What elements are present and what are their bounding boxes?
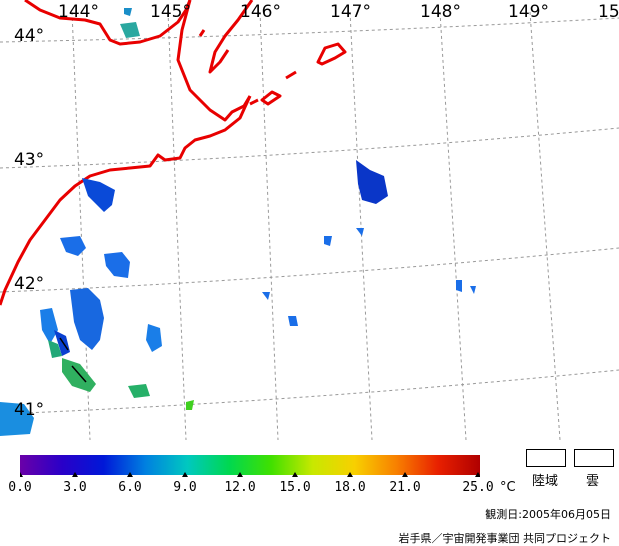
colorbar-tick-mark (20, 472, 23, 477)
sst-patch (356, 160, 388, 204)
sst-patch (186, 400, 194, 410)
lon-label-148: 148° (420, 2, 461, 22)
temperature-colorbar (20, 455, 480, 477)
sst-patch (470, 286, 476, 294)
sst-patch (356, 228, 364, 236)
colorbar-tick-label: 18.0 (334, 480, 366, 495)
sst-patch (104, 252, 130, 278)
sea-surface-temperature-map (0, 0, 619, 440)
sst-patch (120, 22, 140, 38)
colorbar-tick-label: 3.0 (63, 480, 87, 495)
colorbar-tick-label: 15.0 (279, 480, 311, 495)
colorbar-tick-mark (237, 472, 243, 477)
colorbar-tick-label: 25.0 (462, 480, 494, 495)
sst-patch (146, 324, 162, 352)
observation-date: 観測日:2005年06月05日 (485, 508, 611, 521)
land-outline-fragments (59, 337, 87, 383)
colorbar-tick-mark (347, 472, 353, 477)
lat-label-44: 44° (14, 26, 45, 46)
lat-label-41: 41° (14, 400, 45, 420)
lon-label-147: 147° (330, 2, 371, 22)
lon-label-145: 145° (150, 2, 191, 22)
sst-patch (0, 402, 34, 436)
sst-patch (82, 178, 115, 212)
sst-patches (0, 8, 476, 436)
sst-patch (262, 292, 270, 300)
cloud-legend-swatch (574, 449, 614, 467)
colorbar-tick-label: 6.0 (118, 480, 142, 495)
sst-patch (128, 384, 150, 398)
sst-patch (324, 236, 332, 246)
colorbar-tick-label: 21.0 (389, 480, 421, 495)
cloud-legend-label: 雲 (586, 474, 600, 489)
colorbar-tick-label: 0.0 (8, 480, 32, 495)
coastline (0, 0, 347, 306)
sst-patch (48, 340, 62, 358)
lat-label-42: 42° (14, 274, 45, 294)
lon-label-150: 15 (598, 2, 619, 22)
colorbar-tick-mark (127, 472, 133, 477)
lon-label-149: 149° (508, 2, 549, 22)
sst-patch (288, 316, 298, 326)
lat-label-43: 43° (14, 150, 45, 170)
land-legend-label: 陸域 (532, 474, 559, 489)
colorbar-tick-mark (292, 472, 298, 477)
sst-patch (60, 236, 86, 256)
sst-patch (70, 288, 104, 350)
colorbar-tick-label: 9.0 (173, 480, 197, 495)
colorbar-unit: °C (500, 480, 516, 495)
graticule-meridians (71, 11, 561, 440)
sst-patch (456, 280, 462, 292)
sst-patch (124, 8, 132, 16)
lon-label-144: 144° (58, 2, 99, 22)
sst-patch (40, 308, 58, 344)
colorbar-tick-mark (402, 472, 408, 477)
colorbar-tick-label: 12.0 (224, 480, 256, 495)
colorbar-tick-mark (72, 472, 78, 477)
graticule-parallels (0, 17, 619, 415)
colorbar-tick-mark (475, 472, 480, 477)
colorbar-tick-mark (182, 472, 188, 477)
lon-label-146: 146° (240, 2, 281, 22)
land-legend-swatch (526, 449, 566, 467)
credit-line: 岩手県／宇宙開発事業団 共同プロジェクト (398, 532, 612, 545)
sst-patch (54, 330, 70, 356)
